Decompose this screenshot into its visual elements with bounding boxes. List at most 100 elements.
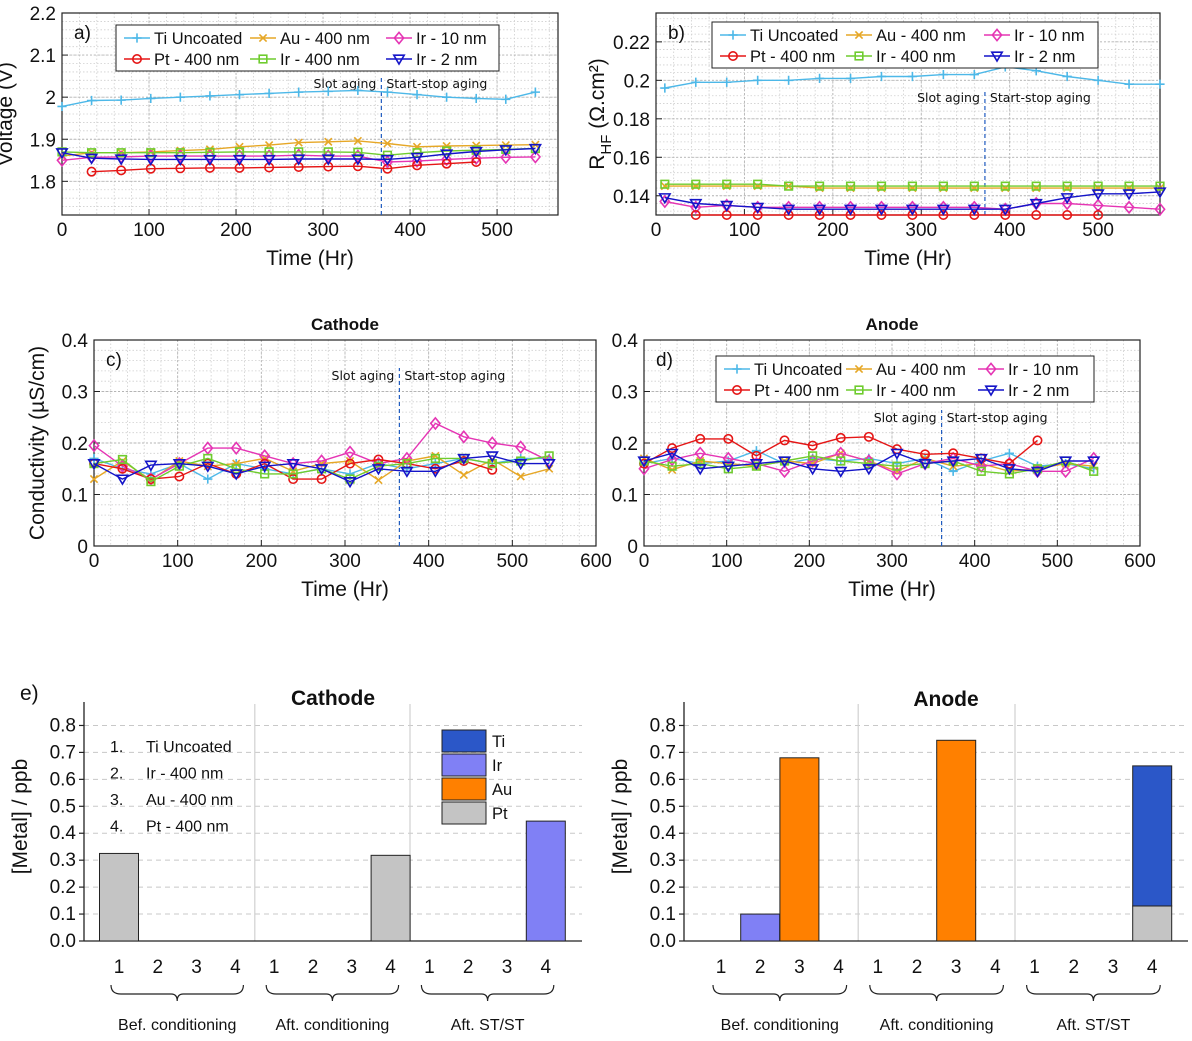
annotation-slot-aging: Slot aging [874, 410, 937, 425]
group-label: Aft. conditioning [880, 1017, 994, 1034]
data-point [862, 464, 876, 476]
data-point [542, 459, 556, 471]
data-point [114, 154, 128, 166]
data-point [175, 92, 185, 102]
data-point [1154, 202, 1166, 217]
data-point [400, 466, 414, 478]
data-point [876, 181, 887, 191]
series-line [664, 183, 1160, 187]
series-ir-400-nm [660, 179, 1165, 191]
data-point [892, 461, 902, 471]
x-tick-label: 500 [1082, 220, 1114, 241]
legend-label: Ti [492, 733, 505, 751]
y-axis-label: Voltage (V) [0, 62, 17, 166]
data-point [1123, 200, 1135, 215]
data-point [459, 470, 468, 480]
data-point [383, 139, 392, 148]
legend-label: Ir - 10 nm [1014, 27, 1085, 45]
data-point [864, 458, 874, 469]
legend-marker [990, 51, 1004, 63]
x-tick-label: 200 [245, 551, 277, 572]
legend-box [711, 21, 1099, 69]
legend-label: Pt - 400 nm [750, 48, 835, 66]
data-point [695, 433, 706, 444]
data-point [203, 474, 213, 484]
data-point [458, 429, 470, 444]
data-point [146, 477, 156, 487]
annotation-start-stop-aging: Start-stop aging [386, 76, 487, 91]
data-point [659, 194, 671, 209]
y-tick-label: 0.2 [50, 877, 76, 898]
y-tick-label: 0.1 [612, 486, 638, 507]
data-point [442, 141, 451, 151]
group-label: Aft. conditioning [275, 1017, 389, 1034]
data-point [117, 463, 128, 474]
legend-item-ir-10-nm: Ir - 10 nm [386, 30, 487, 48]
data-point [876, 210, 887, 221]
data-point [974, 453, 988, 466]
data-point [1058, 456, 1073, 468]
panel-c: 0 100 200 300 400 500 600 0 0.1 0.2 0.3 0.4 Time (Hr… [26, 315, 612, 601]
legend-marker [258, 33, 268, 43]
y-tick-label: 0.0 [650, 931, 676, 952]
bar-au [779, 757, 820, 942]
panel-a: 0 100 200 300 400 500 1.8 1.9 2 2.1 2.2 Time (Hr) Vo… [0, 4, 559, 270]
panel-b: 0 100 200 300 400 500 0.14 0.16 0.18 0.2 0.22 Time … [586, 12, 1167, 270]
data-point [471, 93, 481, 104]
x-tick-label: 300 [905, 220, 937, 241]
data-point [1091, 189, 1105, 201]
data-point [499, 145, 513, 157]
sample-key-number: 4. [110, 819, 123, 836]
y-tick-label: 1.8 [30, 172, 56, 193]
legend-label: Pt [492, 805, 508, 823]
series-ti-uncoated [57, 85, 540, 112]
legend: Ti Uncoated Au - 400 nm Ir - 10 nm Pt - 400… [115, 24, 500, 72]
data-point [936, 204, 950, 216]
panel-label: e) [20, 682, 39, 705]
x-tick-label: 0 [57, 220, 68, 241]
series-pt-400-nm [690, 210, 1104, 221]
legend-label: Ti Uncoated [754, 361, 842, 379]
legend-item-pt-400-nm: Pt - 400 nm [124, 51, 239, 69]
y-tick-label: 0.8 [50, 715, 76, 736]
data-point [806, 464, 820, 476]
x-tick-label: 0 [651, 220, 662, 241]
data-point [201, 461, 215, 473]
data-point [814, 73, 825, 84]
legend-item-ir-400-nm: Ir - 400 nm [250, 51, 360, 69]
annotation-slot-aging: Slot aging [313, 76, 376, 91]
series-line [643, 452, 1094, 475]
data-point [430, 459, 440, 469]
data-point [1062, 210, 1073, 221]
legend-item-pt-400-nm: Pt - 400 nm [720, 48, 835, 66]
data-point [324, 137, 333, 146]
data-point [1122, 189, 1136, 201]
data-point [948, 466, 958, 476]
data-point [835, 432, 846, 443]
data-point [751, 446, 762, 456]
data-point [429, 416, 441, 431]
data-point [778, 464, 791, 479]
data-point [57, 101, 67, 112]
data-point [691, 77, 701, 87]
data-point [351, 154, 365, 166]
data-point [530, 87, 540, 97]
data-point [976, 466, 986, 476]
series-line [643, 436, 1038, 465]
x-tick-label: 2 [912, 957, 923, 978]
legend-item-au-400-nm: Au - 400 nm [846, 27, 966, 45]
legend-marker [258, 54, 268, 64]
series-ir-2-nm [658, 187, 1167, 216]
legend-marker [132, 53, 143, 64]
bar-ti [1132, 765, 1173, 907]
data-point [1000, 181, 1010, 191]
data-point [969, 210, 980, 221]
x-axis-label: Time (Hr) [848, 578, 936, 601]
legend-marker [727, 50, 738, 61]
x-tick-label: 2 [308, 957, 319, 978]
legend-item-ir-10-nm: Ir - 10 nm [978, 361, 1079, 379]
data-point [343, 477, 357, 489]
data-point [84, 153, 99, 165]
data-point [784, 181, 794, 191]
sample-key-number: 2. [110, 766, 123, 783]
